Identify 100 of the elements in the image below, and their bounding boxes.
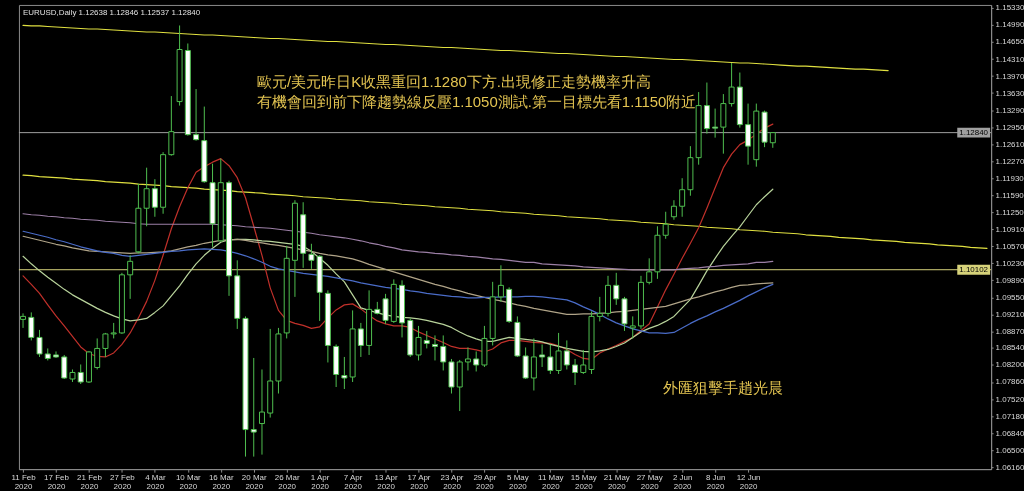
x-tick-label: 16 Mar 2020	[208, 472, 234, 491]
candlestick	[127, 254, 134, 300]
x-tick-label: 1 Apr 2020	[310, 472, 330, 491]
line-series	[22, 230, 774, 335]
y-tick-label: 1.13290	[995, 105, 1024, 115]
x-tick-label: 17 Apr 2020	[407, 472, 431, 491]
candlestick	[94, 337, 101, 370]
candlestick	[308, 243, 315, 270]
x-tick-label: 21 May 2020	[603, 472, 630, 491]
x-tick-label: 13 Apr 2020	[374, 472, 398, 491]
candlestick	[703, 82, 710, 135]
x-tick-label: 27 May 2020	[636, 472, 663, 491]
candlestick	[28, 311, 35, 341]
y-tick-label: 1.14990	[995, 20, 1024, 30]
candlestick	[168, 95, 175, 157]
annotation: 歐元/美元昨日K收黑重回1.1280下方.出現修正走勢機率升高	[257, 72, 651, 90]
y-tick-label: 1.13970	[995, 71, 1024, 81]
candlestick	[432, 334, 438, 361]
x-tick-label: 29 Apr 2020	[473, 472, 497, 491]
line-series	[22, 174, 988, 249]
candlestick	[151, 178, 158, 218]
candlestick	[596, 296, 603, 322]
y-tick-label: 1.08540	[995, 343, 1024, 353]
y-tick-label: 1.09890	[995, 275, 1024, 285]
x-tick-label: 23 Apr 2020	[440, 472, 464, 491]
candlestick	[712, 108, 719, 139]
candlestick	[555, 332, 562, 375]
candlestick	[580, 349, 587, 375]
candlestick	[53, 350, 59, 359]
y-tick-label: 1.11590	[995, 190, 1024, 200]
x-tick-label: 7 Apr 2020	[343, 472, 363, 491]
y-tick-label: 1.06500	[995, 445, 1024, 455]
candlestick	[440, 334, 447, 371]
y-tick-label: 1.07860	[995, 377, 1024, 387]
y-tick-label: 1.07520	[995, 394, 1024, 404]
y-tick-label: 1.12270	[995, 156, 1024, 166]
candlestick	[629, 315, 636, 339]
line-series	[22, 235, 774, 315]
x-tick-label: 11 Feb 2020	[11, 472, 37, 491]
candlestick	[572, 358, 579, 386]
candlestick	[464, 346, 471, 371]
y-tick-label: 1.06840	[995, 428, 1024, 438]
ref-line-label: 1.12840	[959, 127, 989, 137]
y-tick-label: 1.10230	[995, 258, 1024, 268]
annotation: 有機會回到前下降趨勢線反壓1.1050測試.第一目標先看1.1150附近	[257, 92, 697, 110]
x-tick-label: 4 Mar 2020	[145, 472, 166, 491]
candlestick	[357, 322, 364, 358]
x-tick-label: 2 Jun 2020	[672, 472, 693, 491]
y-tick-label: 1.09210	[995, 309, 1024, 319]
candlestick	[613, 272, 620, 306]
candlestick	[77, 363, 84, 385]
candlestick	[193, 88, 200, 142]
x-tick-label: 17 Feb 2020	[44, 472, 70, 491]
candlestick	[258, 368, 265, 456]
y-tick-label: 1.06160	[995, 462, 1024, 472]
x-tick-label: 10 Mar 2020	[175, 472, 202, 491]
x-tick-label: 27 Feb 2020	[110, 472, 136, 491]
x-tick-label: 21 Feb 2020	[77, 472, 103, 491]
x-tick-label: 5 May 2020	[507, 472, 529, 491]
y-tick-label: 1.10570	[995, 241, 1024, 251]
candlestick	[547, 343, 554, 375]
y-tick-label: 1.11930	[995, 173, 1024, 183]
y-tick-label: 1.14310	[995, 54, 1024, 64]
x-tick-label: 11 May 2020	[538, 472, 564, 491]
candlestick	[36, 329, 43, 358]
line-series	[22, 24, 889, 72]
x-tick-label: 26 Mar 2020	[274, 472, 300, 491]
candlestick	[646, 257, 653, 285]
y-tick-label: 1.10910	[995, 224, 1024, 234]
x-tick-label: 15 May 2020	[570, 472, 597, 491]
x-tick-label: 12 Jun 2020	[736, 472, 761, 491]
candlestick	[473, 350, 480, 372]
candlestick	[61, 354, 68, 380]
x-tick-label: 8 Jun 2020	[705, 472, 726, 491]
candlestick	[102, 332, 109, 358]
chart-title: EURUSD,Daily 1.12638 1.12846 1.12537 1.12840	[22, 7, 201, 17]
candlestick	[745, 103, 752, 166]
annotation: 外匯狙擊手趙光晨	[663, 379, 784, 397]
ref-line-label: 1.10102	[959, 264, 989, 274]
candlestick	[415, 325, 422, 361]
y-tick-label: 1.07180	[995, 411, 1024, 421]
candlestick	[670, 199, 677, 221]
y-tick-label: 1.15330	[995, 3, 1024, 13]
candlestick	[382, 293, 389, 325]
y-tick-label: 1.09550	[995, 292, 1024, 302]
y-tick-label: 1.12610	[995, 139, 1024, 149]
y-tick-label: 1.13630	[995, 88, 1024, 98]
candlestick	[530, 337, 537, 392]
y-tick-label: 1.08200	[995, 360, 1024, 370]
y-tick-label: 1.08870	[995, 326, 1024, 336]
candlestick	[662, 211, 669, 240]
y-tick-label: 1.11250	[995, 207, 1024, 217]
candlestick	[250, 357, 257, 458]
y-tick-label: 1.14650	[995, 37, 1024, 47]
candlestick	[539, 343, 546, 368]
candlestick	[563, 339, 570, 370]
y-tick-label: 1.12950	[995, 122, 1024, 132]
candlestick	[497, 264, 504, 303]
candlestick	[20, 312, 27, 329]
x-tick-label: 20 Mar 2020	[241, 472, 267, 491]
